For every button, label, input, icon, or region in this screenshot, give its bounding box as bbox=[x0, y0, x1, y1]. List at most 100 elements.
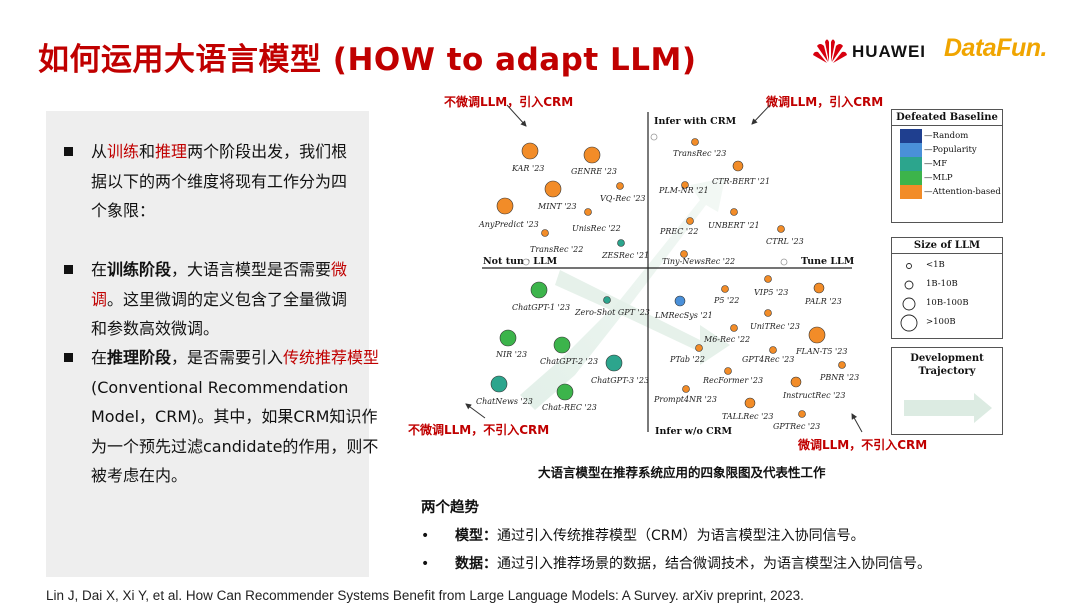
data-point-label: UniTRec '23 bbox=[750, 322, 800, 331]
legend-llm-size: Size of LLM <1B 1B-10B 10B-100B >100B bbox=[891, 237, 1003, 339]
quadrant-label-bottom-left: 不微调LLM，不引入CRM bbox=[408, 423, 550, 437]
quadrant-label-top-right: 微调LLM，引入CRM bbox=[766, 95, 884, 109]
trajectory-swatch-icon bbox=[904, 393, 992, 423]
data-point-label: GPTRec '23 bbox=[773, 422, 820, 431]
data-point bbox=[732, 160, 744, 172]
hollow-marker bbox=[650, 133, 658, 141]
data-point-label: PBNR '23 bbox=[819, 373, 859, 382]
axis-label-left: Not tune LLM bbox=[483, 256, 558, 267]
data-point bbox=[695, 344, 703, 352]
data-point-label: AnyPredict '23 bbox=[478, 220, 539, 229]
data-point bbox=[769, 346, 777, 354]
data-point-label: ChatGPT-3 '23 bbox=[591, 376, 649, 385]
square-bullet-icon bbox=[64, 265, 73, 274]
data-point bbox=[724, 367, 732, 375]
data-point bbox=[530, 281, 548, 299]
data-point-label: TransRec '22 bbox=[530, 245, 583, 254]
legend-size-label: 1B-10B bbox=[926, 279, 958, 289]
data-point-label: TALLRec '23 bbox=[722, 412, 773, 421]
data-point-label: GPT4Rec '23 bbox=[742, 355, 794, 364]
legend-defeated-baseline: Defeated Baseline —Random —Popularity —MF —… bbox=[891, 109, 1003, 223]
legend-size-title: Size of LLM bbox=[892, 238, 1002, 254]
data-point bbox=[838, 361, 846, 369]
citation-reference: Lin J, Dai X, Xi Y, et al. How Can Recom… bbox=[46, 588, 804, 603]
legend-size-label: 10B-100B bbox=[926, 298, 969, 308]
data-point bbox=[730, 324, 738, 332]
data-point-label: ChatNews '23 bbox=[476, 397, 533, 406]
data-point-label: Prompt4NR '23 bbox=[653, 395, 717, 404]
legend-size-marker-icon bbox=[902, 297, 916, 311]
data-point bbox=[605, 354, 623, 372]
data-point bbox=[730, 208, 738, 216]
data-point-label: CTR-BERT '21 bbox=[712, 177, 770, 186]
data-point-label: CTRL '23 bbox=[766, 237, 804, 246]
data-point bbox=[541, 229, 549, 237]
legend-baseline-label: —MLP bbox=[924, 173, 953, 183]
data-point bbox=[681, 181, 689, 189]
trajectory-arrow-2 bbox=[555, 270, 730, 365]
data-point bbox=[496, 197, 514, 215]
data-point bbox=[764, 275, 772, 283]
legend-color-swatch bbox=[900, 129, 922, 143]
data-point-label: M6-Rec '22 bbox=[703, 335, 750, 344]
data-point bbox=[617, 239, 625, 247]
data-point bbox=[686, 217, 694, 225]
datafun-wordmark: DataFun. bbox=[944, 34, 1047, 62]
legend-size-marker-icon bbox=[900, 314, 918, 332]
data-point bbox=[777, 225, 785, 233]
trend-item-data: • 数据：通过引入推荐场景的数据，结合微调技术，为语言模型注入协同信号。 bbox=[421, 556, 931, 572]
data-point-label: UNBERT '21 bbox=[708, 221, 760, 230]
data-point-label: ZESRec '21 bbox=[601, 251, 649, 260]
data-point-label: UnisRec '22 bbox=[572, 224, 621, 233]
data-point bbox=[499, 329, 517, 347]
data-point bbox=[680, 250, 688, 258]
data-points: KAR '23 GENRE '23 MINT '23 VQ-Rec '23 AnyPre… bbox=[476, 138, 859, 431]
data-point-label: PTab '22 bbox=[669, 355, 705, 364]
data-point bbox=[798, 410, 806, 418]
data-point bbox=[584, 208, 592, 216]
quadrant-label-bottom-right: 微调LLM，不引入CRM bbox=[798, 438, 928, 452]
axis-label-top: Infer with CRM bbox=[654, 116, 737, 127]
legend-size-label: <1B bbox=[926, 260, 945, 270]
data-point bbox=[616, 182, 624, 190]
quadrant-label-top-left: 不微调LLM，引入CRM bbox=[444, 95, 574, 109]
data-point-label: VIP5 '23 bbox=[754, 288, 788, 297]
square-bullet-icon bbox=[64, 147, 73, 156]
legend-size-label: >100B bbox=[926, 317, 956, 327]
guide-arrow-bl bbox=[465, 403, 486, 419]
legend-trajectory-title-1: Development bbox=[910, 353, 984, 364]
data-point-label: Tiny-NewsRec '22 bbox=[662, 257, 735, 266]
data-point-label: FLAN-T5 '23 bbox=[795, 347, 847, 356]
guide-arrow-tr bbox=[751, 104, 771, 125]
legend-trajectory-title-2: Trajectory bbox=[918, 366, 976, 377]
figure-caption: 大语言模型在推荐系统应用的四象限图及代表性工作 bbox=[538, 465, 826, 480]
data-point bbox=[682, 385, 690, 393]
square-bullet-icon bbox=[64, 353, 73, 362]
data-point-label: NIR '23 bbox=[495, 350, 527, 359]
guide-arrow-br bbox=[851, 413, 863, 433]
data-point-label: KAR '23 bbox=[511, 164, 544, 173]
trend-item-model: • 模型：通过引入传统推荐模型（CRM）为语言模型注入协同信号。 bbox=[421, 528, 865, 544]
data-point bbox=[521, 142, 539, 160]
trajectory-arrow-1 bbox=[520, 178, 725, 410]
data-point-label: InstructRec '23 bbox=[782, 391, 845, 400]
data-point-label: MINT '23 bbox=[537, 202, 577, 211]
data-point bbox=[674, 295, 686, 307]
hollow-marker bbox=[780, 258, 788, 266]
trends-title: 两个趋势 bbox=[421, 500, 479, 516]
data-point-label: PLM-NR '21 bbox=[658, 186, 709, 195]
legend-trajectory: Development Trajectory bbox=[891, 347, 1003, 435]
legend-color-swatch bbox=[900, 171, 922, 185]
data-point-label: P5 '22 bbox=[713, 296, 739, 305]
data-point bbox=[790, 376, 802, 388]
hollow-marker bbox=[522, 258, 530, 266]
data-point bbox=[544, 180, 562, 198]
huawei-logo-icon bbox=[813, 39, 847, 63]
data-point bbox=[583, 146, 601, 164]
data-point bbox=[764, 309, 772, 317]
data-point-label: PALR '23 bbox=[804, 297, 842, 306]
legend-size-marker-icon bbox=[904, 280, 914, 290]
bullet-dot-icon: • bbox=[421, 556, 430, 572]
legend-baseline-title: Defeated Baseline bbox=[892, 110, 1002, 126]
